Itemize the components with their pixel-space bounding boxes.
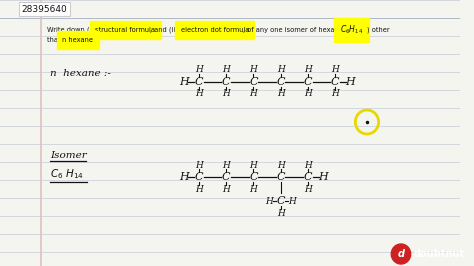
Text: H: H <box>304 160 312 169</box>
Text: C: C <box>276 77 285 87</box>
Text: H: H <box>222 160 230 169</box>
Text: Write down (i): Write down (i) <box>46 27 96 33</box>
Text: H: H <box>331 65 339 74</box>
Circle shape <box>391 244 410 264</box>
Text: C: C <box>222 77 230 87</box>
Text: H: H <box>249 160 257 169</box>
Text: H: H <box>304 89 312 98</box>
Text: 28395640: 28395640 <box>21 5 67 14</box>
Text: H: H <box>304 185 312 193</box>
Text: H: H <box>222 185 230 193</box>
Text: H: H <box>277 160 284 169</box>
Text: H: H <box>195 65 203 74</box>
Text: C: C <box>249 77 258 87</box>
Text: H: H <box>195 160 203 169</box>
Text: H: H <box>304 65 312 74</box>
Text: C: C <box>303 172 312 182</box>
Text: H: H <box>288 197 296 206</box>
Text: H: H <box>249 65 257 74</box>
Text: doubtnut: doubtnut <box>414 249 465 259</box>
Text: , of any one isomer of hexane (: , of any one isomer of hexane ( <box>243 27 347 33</box>
Text: C: C <box>331 77 339 87</box>
Text: C: C <box>195 77 203 87</box>
Text: H: H <box>277 209 284 218</box>
Text: H: H <box>318 172 328 182</box>
Text: C: C <box>222 172 230 182</box>
Text: C: C <box>249 172 258 182</box>
Text: Isomer: Isomer <box>51 151 87 160</box>
Text: than: than <box>46 37 64 43</box>
Text: structural formula: structural formula <box>95 27 155 33</box>
Text: H: H <box>179 172 189 182</box>
Text: d: d <box>398 249 404 259</box>
Text: ) other: ) other <box>367 27 390 33</box>
Text: $\mathbf{\it{C_6H_{14}}}$: $\mathbf{\it{C_6H_{14}}}$ <box>340 24 363 36</box>
Text: H: H <box>277 89 284 98</box>
Text: H: H <box>222 89 230 98</box>
Text: electron dot formula: electron dot formula <box>181 27 249 33</box>
Text: H: H <box>277 65 284 74</box>
Text: C: C <box>276 172 285 182</box>
Text: $C_6\ H_{14}$: $C_6\ H_{14}$ <box>51 167 85 181</box>
Text: C: C <box>195 172 203 182</box>
Text: H: H <box>331 89 339 98</box>
Text: H: H <box>249 185 257 193</box>
Text: n  hexane :-: n hexane :- <box>51 69 111 77</box>
Text: H: H <box>265 197 273 206</box>
Text: .: . <box>89 37 91 43</box>
Text: , and (ii): , and (ii) <box>150 27 181 33</box>
Text: H: H <box>222 65 230 74</box>
Text: C: C <box>276 196 285 206</box>
Text: H: H <box>195 185 203 193</box>
Text: H: H <box>195 89 203 98</box>
Text: C: C <box>303 77 312 87</box>
Text: H: H <box>249 89 257 98</box>
Text: H: H <box>345 77 355 87</box>
Text: H: H <box>179 77 189 87</box>
Text: n hexane: n hexane <box>62 37 93 43</box>
